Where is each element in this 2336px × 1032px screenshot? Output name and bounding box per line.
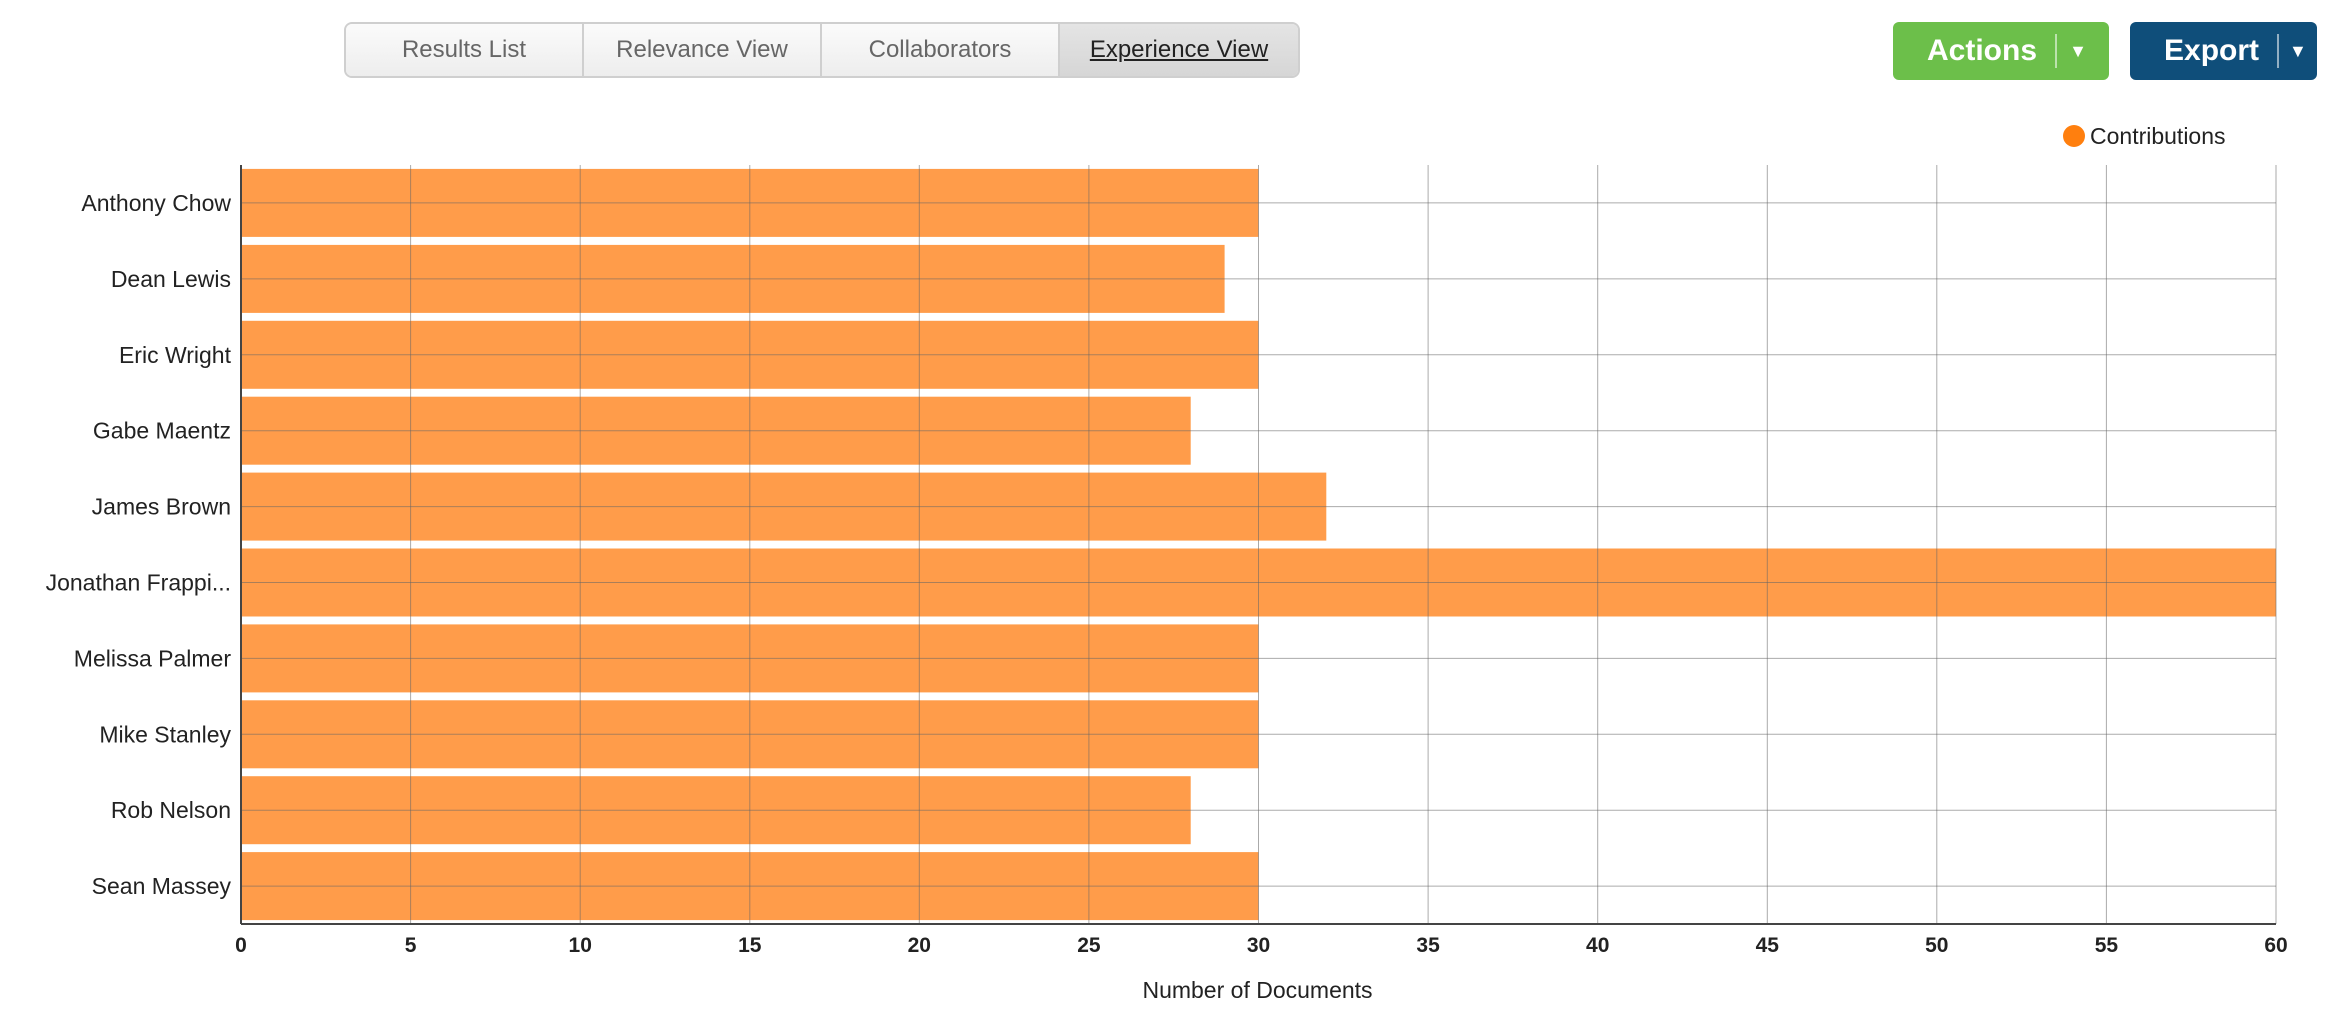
actions-button[interactable]: Actions ▼ xyxy=(1893,22,2109,80)
category-label-1: Anthony Chow xyxy=(81,190,231,216)
tab-relevance-view[interactable]: Relevance View xyxy=(584,24,822,76)
x-tick-label-0: 0 xyxy=(235,934,247,957)
x-tick-label-2: 10 xyxy=(569,934,592,957)
x-axis-title: Number of Documents xyxy=(1142,977,1372,1003)
tab-experience-view[interactable]: Experience View xyxy=(1060,24,1298,76)
category-label-3: Eric Wright xyxy=(119,342,232,368)
x-tick-label-3: 15 xyxy=(738,934,762,957)
export-button-label: Export xyxy=(2164,34,2260,67)
x-tick-label-8: 40 xyxy=(1586,934,1609,957)
x-tick-label-6: 30 xyxy=(1247,934,1270,957)
export-button-divider xyxy=(2277,34,2279,68)
category-label-9: Rob Nelson xyxy=(111,797,231,823)
x-tick-label-10: 50 xyxy=(1925,934,1948,957)
x-tick-label-7: 35 xyxy=(1416,934,1440,957)
category-label-4: Gabe Maentz xyxy=(93,418,231,444)
category-label-5: James Brown xyxy=(92,494,231,520)
x-tick-label-1: 5 xyxy=(405,934,417,957)
actions-caret-icon[interactable]: ▼ xyxy=(2069,40,2087,61)
x-tick-label-9: 45 xyxy=(1756,934,1780,957)
view-tabs: Results List Relevance View Collaborator… xyxy=(344,22,1300,78)
export-caret-icon[interactable]: ▼ xyxy=(2289,40,2307,61)
x-tick-label-12: 60 xyxy=(2264,934,2287,957)
x-tick-label-11: 55 xyxy=(2095,934,2119,957)
category-label-2: Dean Lewis xyxy=(111,266,231,292)
export-button[interactable]: Export ▼ xyxy=(2130,22,2317,80)
actions-button-label: Actions xyxy=(1927,34,2038,67)
x-tick-label-4: 20 xyxy=(908,934,931,957)
legend-label[interactable]: Contributions xyxy=(2090,123,2226,149)
category-label-8: Mike Stanley xyxy=(99,721,231,747)
actions-button-divider xyxy=(2055,34,2058,68)
category-label-10: Sean Massey xyxy=(92,873,232,899)
category-label-7: Melissa Palmer xyxy=(74,645,232,671)
x-tick-label-5: 25 xyxy=(1077,934,1101,957)
tab-collaborators[interactable]: Collaborators xyxy=(822,24,1060,76)
category-label-6: Jonathan Frappi... xyxy=(46,570,231,596)
tab-results-list[interactable]: Results List xyxy=(346,24,584,76)
legend-marker[interactable] xyxy=(2063,125,2085,147)
